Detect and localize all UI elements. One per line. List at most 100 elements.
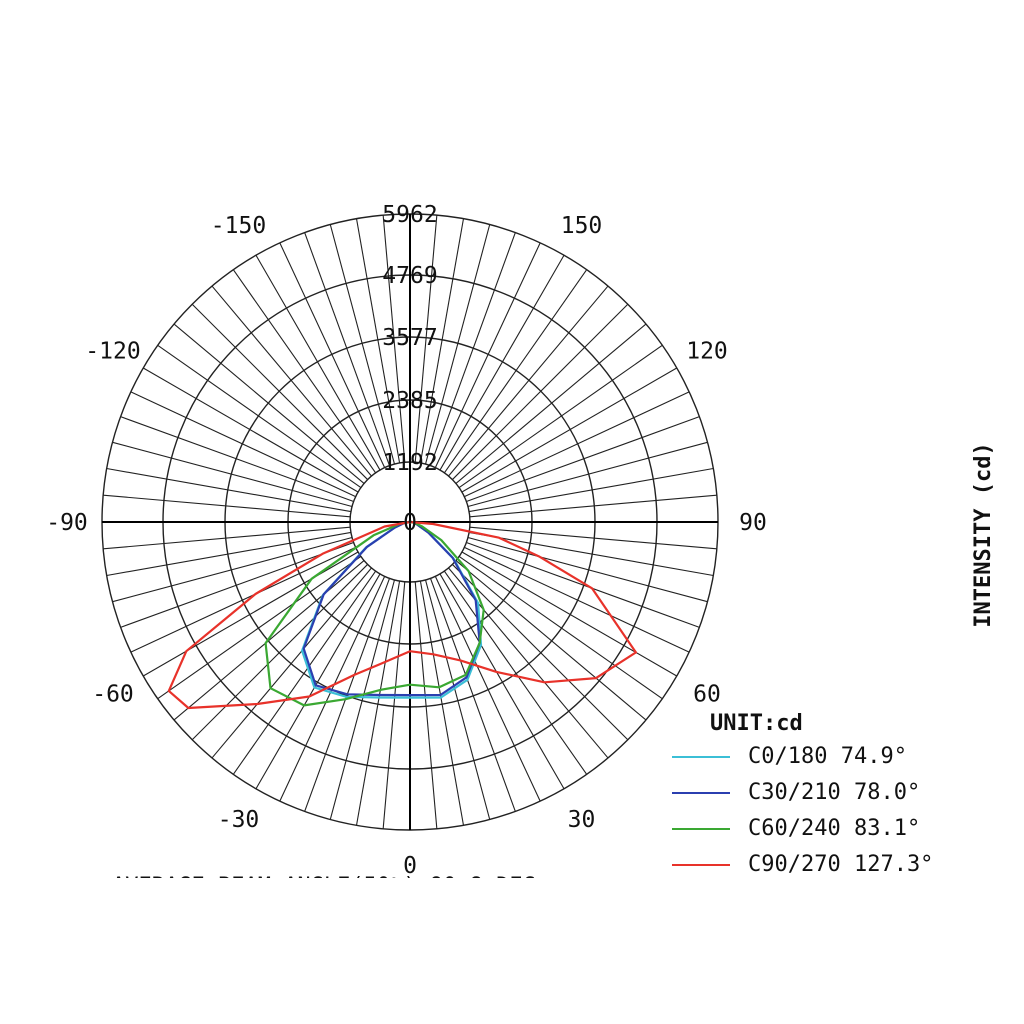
y-axis-label: INTENSITY (cd) bbox=[971, 442, 996, 627]
angle-tick-label: 150 bbox=[561, 213, 603, 239]
grid-spoke bbox=[232, 269, 377, 474]
grid-spoke bbox=[103, 494, 351, 518]
grid-spoke bbox=[468, 531, 714, 577]
grid-spoke bbox=[461, 367, 678, 493]
grid-spoke bbox=[355, 218, 401, 464]
grid-spoke bbox=[255, 254, 381, 471]
grid-spoke bbox=[142, 551, 359, 677]
grid-spoke bbox=[464, 546, 690, 653]
grid-spoke bbox=[112, 441, 353, 508]
grid-spoke bbox=[466, 542, 700, 628]
grid-spoke bbox=[414, 215, 438, 463]
grid-spoke bbox=[419, 218, 465, 464]
grid-spoke bbox=[469, 526, 717, 550]
series-line-2 bbox=[264, 520, 485, 707]
grid-spoke bbox=[419, 580, 465, 826]
angle-tick-label: -60 bbox=[92, 682, 134, 708]
legend: UNIT:cd C0/180 74.9° C30/210 78.0° C60/240… bbox=[672, 711, 933, 877]
grid-spoke bbox=[191, 564, 368, 741]
angle-tick-labels: 0 30 60 90 120 150 -30 -60 -90 -120 -150 bbox=[46, 213, 767, 879]
grid-spoke bbox=[120, 416, 354, 502]
grid-spoke bbox=[452, 564, 629, 741]
grid-spoke bbox=[191, 303, 368, 480]
grid-spoke bbox=[424, 579, 491, 820]
grid-spoke bbox=[430, 232, 516, 466]
grid-spoke bbox=[173, 323, 365, 484]
grid-spoke bbox=[439, 573, 565, 790]
grid-spoke bbox=[103, 526, 351, 550]
angle-tick-label: 30 bbox=[568, 807, 596, 833]
grid-spoke bbox=[443, 269, 588, 474]
grid-spoke bbox=[455, 323, 647, 484]
legend-label: C30/210 78.0° bbox=[748, 780, 920, 805]
legend-label: C60/240 83.1° bbox=[748, 816, 920, 841]
grid-spoke bbox=[443, 570, 588, 775]
radial-tick-label: 4769 bbox=[382, 263, 437, 289]
angle-tick-label: 90 bbox=[739, 510, 767, 536]
grid-spoke bbox=[157, 344, 362, 489]
legend-label: C0/180 74.9° bbox=[748, 744, 907, 769]
grid-spoke bbox=[211, 567, 372, 759]
grid-spoke bbox=[329, 579, 396, 820]
angle-tick-label: 120 bbox=[686, 339, 728, 365]
polar-grid bbox=[101, 213, 719, 831]
grid-spoke bbox=[458, 344, 663, 489]
grid-spoke bbox=[467, 536, 708, 603]
grid-spoke bbox=[382, 581, 406, 829]
radial-tick-label: 1192 bbox=[382, 450, 437, 476]
series-layer bbox=[167, 520, 637, 710]
grid-spoke bbox=[130, 391, 356, 498]
radial-tick-label: 3577 bbox=[382, 325, 437, 351]
angle-tick-label: 0 bbox=[403, 853, 417, 879]
grid-spoke bbox=[120, 542, 354, 628]
grid-spoke bbox=[173, 560, 365, 721]
radial-tick-labels: 0 1192 2385 3577 4769 5962 bbox=[382, 202, 437, 536]
series-line-3 bbox=[167, 520, 637, 710]
series-line-0 bbox=[301, 520, 483, 699]
grid-spoke bbox=[329, 224, 396, 465]
grid-spoke bbox=[461, 551, 678, 677]
radial-tick-label: 2385 bbox=[382, 388, 437, 414]
grid-spoke bbox=[467, 441, 708, 508]
grid-spoke bbox=[439, 254, 565, 471]
beam-angle-footer: AVERAGE BEAM ANGLE(50%) 90.8 DEG bbox=[112, 874, 536, 899]
grid-spoke bbox=[430, 578, 516, 812]
unit-label: UNIT:cd bbox=[710, 711, 803, 736]
grid-spoke bbox=[106, 467, 352, 513]
angle-tick-label: -150 bbox=[211, 213, 266, 239]
grid-spoke bbox=[452, 303, 629, 480]
grid-spoke bbox=[455, 560, 647, 721]
grid-spoke bbox=[469, 494, 717, 518]
grid-spoke bbox=[304, 232, 390, 466]
grid-spoke bbox=[434, 576, 541, 802]
grid-spoke bbox=[466, 416, 700, 502]
grid-spoke bbox=[157, 555, 362, 700]
angle-tick-label: -30 bbox=[218, 807, 260, 833]
grid-spoke bbox=[130, 546, 356, 653]
grid-spoke bbox=[424, 224, 491, 465]
angle-tick-label: 60 bbox=[693, 682, 721, 708]
grid-spoke bbox=[355, 580, 401, 826]
angle-tick-label: -120 bbox=[85, 339, 140, 365]
series-line-1 bbox=[302, 520, 481, 697]
grid-spoke bbox=[464, 391, 690, 498]
grid-spoke bbox=[382, 215, 406, 463]
grid-spoke bbox=[279, 576, 386, 802]
grid-spoke bbox=[211, 285, 372, 477]
grid-spoke bbox=[468, 467, 714, 513]
grid-spoke bbox=[112, 536, 353, 603]
grid-spoke bbox=[458, 555, 663, 700]
grid-spoke bbox=[414, 581, 438, 829]
grid-spoke bbox=[434, 242, 541, 468]
grid-spoke bbox=[106, 531, 352, 577]
grid-spoke bbox=[232, 570, 377, 775]
grid-spoke bbox=[279, 242, 386, 468]
legend-label: C90/270 127.3° bbox=[748, 852, 933, 877]
grid-spoke bbox=[255, 573, 381, 790]
radial-tick-label: 0 bbox=[403, 510, 417, 536]
grid-spoke bbox=[142, 367, 359, 493]
angle-tick-label: -90 bbox=[46, 510, 88, 536]
radial-tick-label: 5962 bbox=[382, 202, 437, 228]
grid-spoke bbox=[448, 285, 609, 477]
